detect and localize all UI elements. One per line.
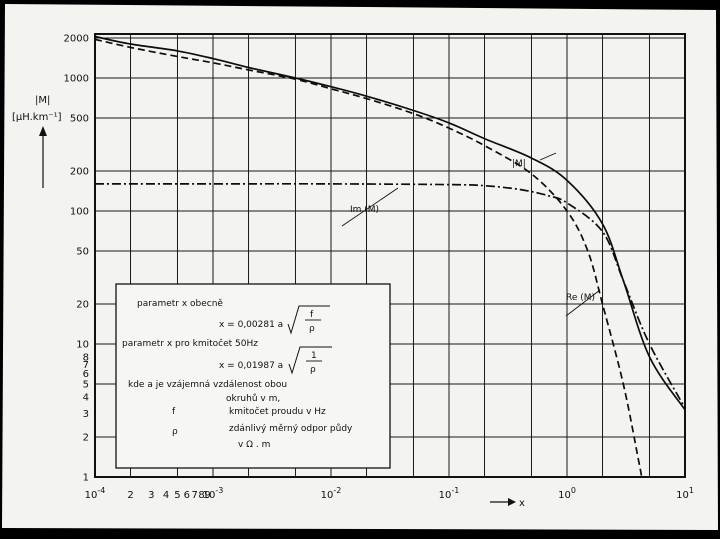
x-tick-label: 10-3 xyxy=(203,486,224,501)
y-tick-label: 200 xyxy=(70,166,89,177)
annotation-formula-1: x = 0,00281 a xyxy=(219,320,283,330)
x-minor-tick-label: 4 xyxy=(163,490,169,501)
annotation-line-7: v Ω . m xyxy=(238,440,270,450)
x-tick-label: 100 xyxy=(558,486,576,501)
y-tick-label: 2 xyxy=(83,432,89,443)
y-axis-label-symbol: |M| xyxy=(35,95,50,106)
sqrt-symbol-2 xyxy=(288,346,332,375)
series-label-reM: Re (M) xyxy=(566,293,595,303)
x-tick-label: 10-2 xyxy=(321,486,342,501)
annotation-line-5-symbol: f xyxy=(172,407,176,417)
annotation-line-4: okruhů v m, xyxy=(226,393,280,404)
series-line-0 xyxy=(94,35,686,411)
x-tick-label: 101 xyxy=(676,486,694,501)
series-leader-imM xyxy=(341,187,399,227)
x-minor-tick-label: 6 xyxy=(184,490,190,501)
series-leader-reM xyxy=(565,289,601,317)
series-line-1 xyxy=(94,38,643,478)
x-axis-label: x xyxy=(519,498,525,509)
y-tick-label: 5 xyxy=(83,380,89,391)
series-label-imM: Im (M) xyxy=(350,205,379,215)
y-tick-label: 8 xyxy=(83,352,89,363)
annotation-formula-2: x = 0,01987 a xyxy=(219,361,283,371)
y-tick-label: 3 xyxy=(83,409,89,420)
y-tick-label: 500 xyxy=(70,114,89,125)
x-tick-label: 10-4 xyxy=(85,486,106,501)
annotation-line-2: parametr x pro kmitočet 50Hz xyxy=(122,338,258,349)
annotation-frac2-den: ρ xyxy=(310,365,316,375)
x-minor-tick-label: 8 xyxy=(198,490,204,501)
annotation-box: parametr x obecně x = 0,00281 a f ρ para… xyxy=(115,283,391,469)
y-axis-label-unit: [μH.km⁻¹] xyxy=(12,112,62,123)
x-minor-tick-label: 3 xyxy=(148,490,154,501)
x-minor-tick-label: 9 xyxy=(204,490,210,501)
x-minor-tick-label: 7 xyxy=(192,490,198,501)
y-tick-label: 4 xyxy=(83,392,89,403)
annotation-line-6-text: zdánlivý měrný odpor půdy xyxy=(229,423,353,434)
y-tick-label: 2000 xyxy=(64,33,89,44)
y-tick-label: 10 xyxy=(76,340,89,351)
series-group xyxy=(94,35,686,478)
x-minor-tick-label: 5 xyxy=(174,490,180,501)
series-label-absM: |M| xyxy=(512,159,526,169)
annotation-frac1-num: f xyxy=(310,310,314,320)
y-tick-label: 7 xyxy=(83,360,89,371)
series-leader-absM xyxy=(539,152,557,161)
y-tick-label: 20 xyxy=(76,299,89,310)
x-minor-tick-label: 2 xyxy=(127,490,133,501)
sqrt-symbol-1 xyxy=(287,305,330,335)
x-axis-arrow xyxy=(490,498,516,506)
y-axis-arrow xyxy=(39,126,47,188)
series-line-2 xyxy=(95,182,686,409)
annotation-line-3: kde a je vzájemná vzdálenost obou xyxy=(128,380,287,390)
y-tick-label: 50 xyxy=(76,247,89,258)
y-tick-label: 6 xyxy=(83,369,89,380)
y-tick-label: 1 xyxy=(83,473,89,484)
y-tick-label: 100 xyxy=(70,207,89,218)
x-tick-label: 10-1 xyxy=(439,486,460,501)
annotation-line-6-symbol: ρ xyxy=(172,427,178,437)
y-tick-label: 1000 xyxy=(64,74,89,85)
annotation-line-5-text: kmitočet proudu v Hz xyxy=(229,406,326,417)
annotation-frac2-num: 1 xyxy=(311,351,317,361)
plot-frame xyxy=(94,33,686,478)
x-tick-labels: 10-4 10-3 10-2 10-1 100 101 2 3 4 5 6 7 8 9 xyxy=(85,486,694,501)
annotation-line-1: parametr x obecně xyxy=(137,299,223,309)
annotation-frac1-den: ρ xyxy=(309,324,315,334)
